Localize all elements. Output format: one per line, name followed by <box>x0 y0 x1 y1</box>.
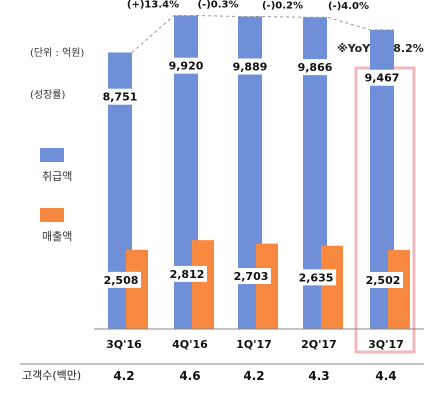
x-tick-3: 2Q'17 <box>301 338 337 351</box>
growth-rate-2: (-)0.2% <box>262 1 303 12</box>
growth-rate-0: (+)13.4% <box>127 0 179 11</box>
label-sales-2: 2,703 <box>234 270 269 283</box>
bar-sales-0 <box>126 249 148 329</box>
customer-value-3: 4.3 <box>308 369 329 383</box>
label-sales-1-bg <box>167 265 207 282</box>
growth-label: (성장률) <box>30 89 66 101</box>
bar-sales-1 <box>192 240 214 329</box>
label-handling-2: 9,889 <box>233 61 268 74</box>
legend-swatch-sales <box>40 208 64 222</box>
customer-value-4: 4.4 <box>375 369 396 383</box>
label-sales-0-bg <box>101 271 141 288</box>
label-handling-3: 9,866 <box>298 61 333 74</box>
x-tick-1: 4Q'16 <box>172 338 208 351</box>
customer-value-2: 4.2 <box>243 369 264 383</box>
label-sales-0: 2,508 <box>104 274 139 287</box>
bar-sales-3 <box>321 245 343 329</box>
label-sales-4: 2,502 <box>366 274 401 287</box>
customer-row-label: 고객수(백만) <box>22 369 81 382</box>
label-sales-1: 2,812 <box>170 268 205 281</box>
legend-label-sales: 매출액 <box>42 230 72 243</box>
x-tick-4: 3Q'17 <box>368 338 404 351</box>
growth-rate-1: (-)0.3% <box>197 0 238 11</box>
bar-sales-4 <box>388 249 410 329</box>
customer-value-0: 4.2 <box>113 369 134 383</box>
legend-swatch-handling <box>40 148 64 162</box>
label-handling-4-bg <box>362 69 402 86</box>
x-tick-0: 3Q'16 <box>106 338 142 351</box>
customer-value-1: 4.6 <box>179 369 200 383</box>
label-handling-1: 9,920 <box>169 60 204 73</box>
label-handling-2-bg <box>230 58 270 75</box>
label-sales-3: 2,635 <box>299 271 334 284</box>
label-sales-4-bg <box>363 271 403 288</box>
label-handling-0-bg <box>100 88 140 105</box>
growth-rate-3: (-)4.0% <box>328 1 369 12</box>
x-tick-2: 1Q'17 <box>236 338 272 351</box>
unit-label: (단위 : 억원) <box>30 46 84 59</box>
bar-sales-2 <box>256 243 278 329</box>
label-sales-2-bg <box>231 268 271 285</box>
legend-label-handling: 취급액 <box>42 170 72 183</box>
customer-values: 4.2 4.6 4.2 4.3 4.4 <box>113 369 396 383</box>
label-handling-1-bg <box>166 57 206 74</box>
label-handling-4: 9,467 <box>365 72 400 85</box>
label-handling-0: 8,751 <box>103 91 138 104</box>
label-handling-3-bg <box>295 59 335 76</box>
plot-area: 8,751 2,508 3Q'16 9,920 2,812 4Q'16 9,889 2,703… <box>100 0 410 351</box>
label-sales-3-bg <box>296 269 336 286</box>
